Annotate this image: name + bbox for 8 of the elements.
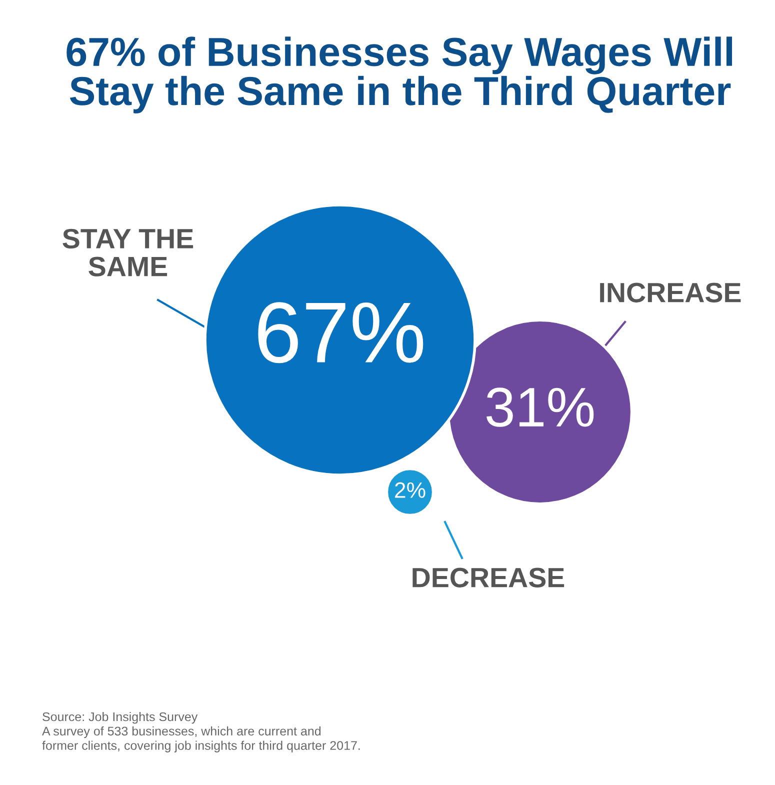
category-label: INCREASE [600,282,741,302]
text: 67% of Businesses Say Wages Will Stay the Same in the Third Quarter [66,36,732,114]
data-label: 2% [395,482,426,498]
category-label: STAY THE SAME [62,228,194,276]
data-label: 31% [486,388,594,427]
data-label: 67% [258,302,424,364]
source-note: Source: Job Insights Survey A survey of 533 businesses, which are current and former clients, covering job insights for third quarter 2017. [42,712,360,752]
category-label: DECREASE [412,568,564,588]
